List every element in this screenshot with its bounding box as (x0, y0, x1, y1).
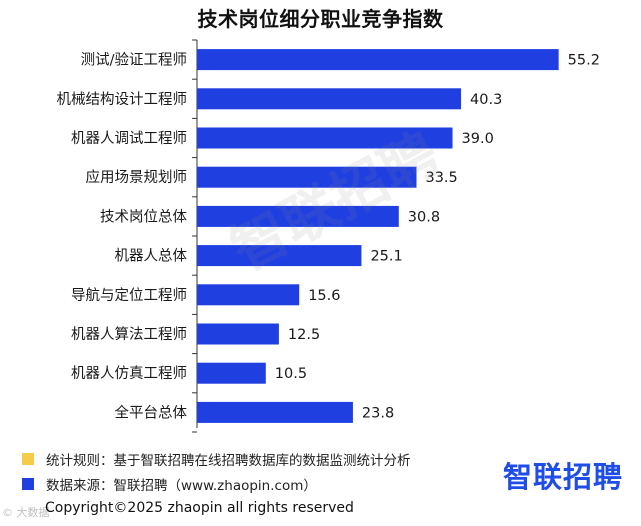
value-label: 10.5 (275, 366, 307, 382)
bar-chart: 测试/验证工程师 55.2 机械结构设计工程师 40.3 机器人调试工程师 39.0 应用场… (57, 39, 600, 433)
bar (197, 166, 417, 188)
bar (197, 49, 559, 71)
value-label: 25.1 (370, 249, 402, 265)
note-rule-text: 统计规则：基于智联招聘在线招聘数据库的数据监测统计分析 (46, 453, 411, 469)
category-label: 机器人总体 (115, 248, 188, 265)
bar (197, 88, 462, 110)
value-label: 55.2 (568, 53, 600, 69)
value-label: 23.8 (362, 405, 394, 421)
category-label: 机器人算法工程师 (71, 326, 187, 343)
category-label: 机械结构设计工程师 (57, 91, 188, 108)
value-label: 39.0 (462, 131, 494, 147)
bar (197, 284, 300, 306)
note-source-text: 数据来源：智联招聘（www.zhaopin.com） (46, 478, 317, 494)
yellow-square-icon (22, 453, 34, 465)
value-label: 30.8 (408, 209, 440, 225)
value-label: 33.5 (425, 170, 457, 186)
category-label: 全平台总体 (115, 403, 188, 421)
corner-watermark: © 大数据 (2, 506, 50, 519)
category-label: 测试/验证工程师 (81, 52, 187, 69)
bar (197, 323, 279, 345)
bar (197, 401, 353, 423)
value-label: 15.6 (308, 288, 340, 304)
value-label: 12.5 (288, 327, 320, 343)
bar (197, 362, 266, 384)
category-label: 技术岗位总体 (100, 208, 187, 225)
chart-title: 技术岗位细分职业竞争指数 (197, 7, 444, 31)
brand-logo: 智联招聘 (503, 460, 624, 494)
category-label: 机器人调试工程师 (71, 130, 187, 147)
bar (197, 205, 399, 227)
bar (197, 245, 362, 267)
category-label: 导航与定位工程师 (71, 287, 187, 304)
value-label: 40.3 (470, 92, 502, 108)
note-rule: 统计规则：基于智联招聘在线招聘数据库的数据监测统计分析 (22, 449, 411, 469)
category-label: 机器人仿真工程师 (71, 364, 187, 382)
blue-square-icon (22, 478, 34, 490)
bar (197, 127, 453, 149)
category-label: 应用场景规划师 (86, 168, 188, 186)
note-source: 数据来源：智联招聘（www.zhaopin.com） (22, 474, 317, 494)
copyright-text: Copyright©2025 zhaopin all rights reserv… (45, 500, 354, 516)
